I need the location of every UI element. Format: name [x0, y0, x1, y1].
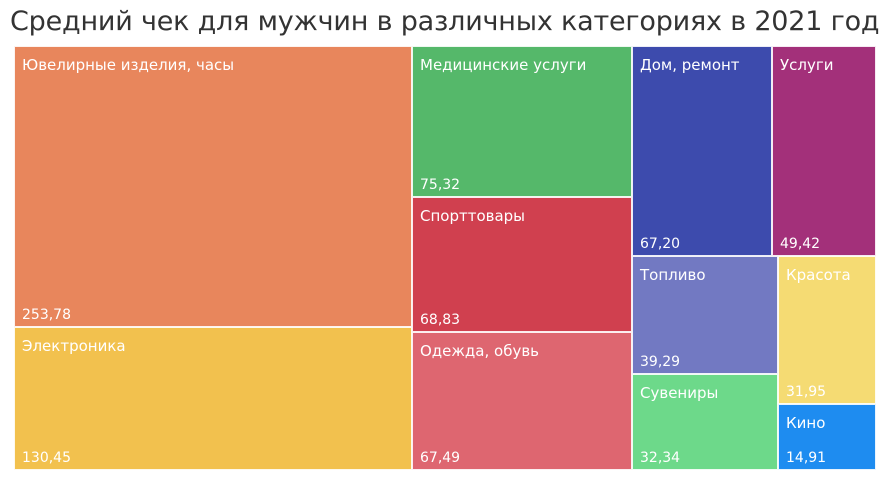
treemap-tile-clothing-footwear: Одежда, обувь 67,49: [412, 332, 632, 470]
tile-label: Электроника: [22, 337, 126, 355]
treemap-tile-services: Услуги 49,42: [772, 46, 876, 256]
treemap-tile-sports-goods: Спорттовары 68,83: [412, 197, 632, 332]
treemap-tile-cinema: Кино 14,91: [778, 404, 876, 470]
tile-value: 39,29: [640, 354, 681, 370]
tile-label: Ювелирные изделия, часы: [22, 56, 235, 74]
treemap-tile-medical-services: Медицинские услуги 75,32: [412, 46, 632, 197]
chart-title: Средний чек для мужчин в различных катег…: [10, 6, 880, 37]
tile-value: 49,42: [780, 236, 821, 252]
treemap-tile-jewelry-watches: Ювелирные изделия, часы 253,78: [14, 46, 412, 327]
tile-label: Спорттовары: [420, 207, 526, 225]
tile-value: 67,20: [640, 236, 681, 252]
tile-value: 32,34: [640, 450, 681, 466]
tile-value: 130,45: [22, 450, 71, 466]
tile-value: 14,91: [786, 450, 827, 466]
treemap-tile-souvenirs: Сувениры 32,34: [632, 374, 778, 470]
tile-value: 68,83: [420, 312, 461, 328]
treemap-tile-fuel: Топливо 39,29: [632, 256, 778, 374]
tile-label: Топливо: [640, 266, 706, 284]
tile-label: Одежда, обувь: [420, 342, 540, 360]
treemap-tile-beauty: Красота 31,95: [778, 256, 876, 404]
tile-value: 75,32: [420, 177, 461, 193]
treemap-tile-electronics: Электроника 130,45: [14, 327, 412, 470]
tile-value: 31,95: [786, 384, 827, 400]
tile-value: 67,49: [420, 450, 461, 466]
tile-label: Кино: [786, 414, 826, 432]
treemap-tile-home-repair: Дом, ремонт 67,20: [632, 46, 772, 256]
tile-label: Медицинские услуги: [420, 56, 587, 74]
tile-value: 253,78: [22, 307, 71, 323]
tile-label: Сувениры: [640, 384, 719, 402]
tile-label: Дом, ремонт: [640, 56, 740, 74]
tile-label: Красота: [786, 266, 851, 284]
tile-label: Услуги: [780, 56, 834, 74]
